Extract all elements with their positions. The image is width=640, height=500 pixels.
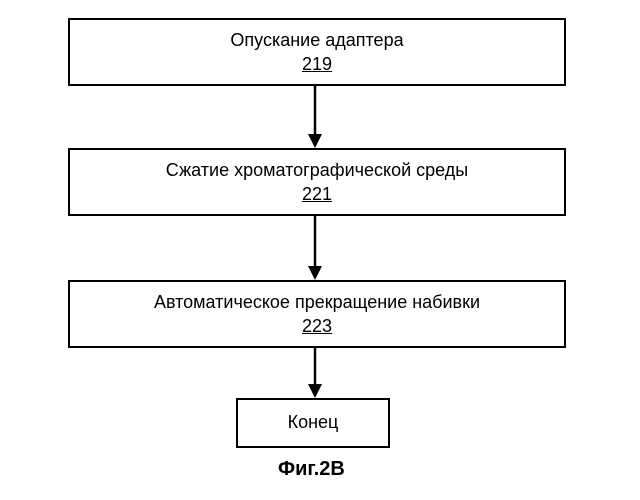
box-1-label: Опускание адаптера	[230, 29, 403, 52]
flow-box-1: Опускание адаптера 219	[68, 18, 566, 86]
box-2-label: Сжатие хроматографической среды	[166, 159, 468, 182]
flow-box-3: Автоматическое прекращение набивки 223	[68, 280, 566, 348]
box-3-label: Автоматическое прекращение набивки	[154, 291, 480, 314]
box-2-number: 221	[302, 184, 332, 205]
arrow-2	[305, 212, 325, 280]
flow-box-4: Конец	[236, 398, 390, 448]
flow-box-2: Сжатие хроматографической среды 221	[68, 148, 566, 216]
figure-caption: Фиг.2B	[278, 458, 345, 481]
arrow-3	[305, 344, 325, 398]
flowchart-container: Опускание адаптера 219 Сжатие хроматогра…	[0, 0, 640, 500]
arrow-1	[305, 82, 325, 148]
box-1-number: 219	[302, 54, 332, 75]
box-4-label: Конец	[288, 411, 339, 434]
box-3-number: 223	[302, 316, 332, 337]
